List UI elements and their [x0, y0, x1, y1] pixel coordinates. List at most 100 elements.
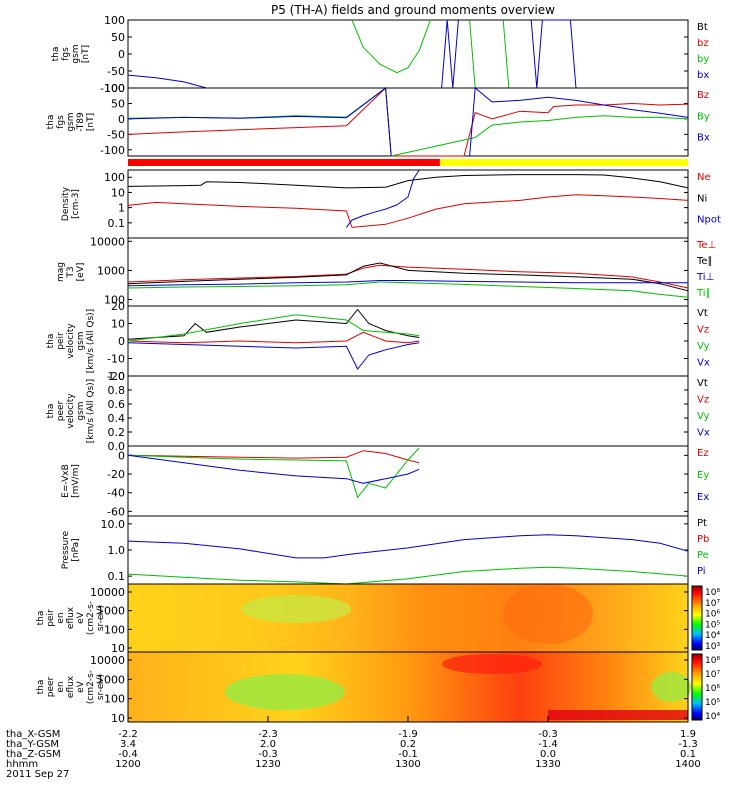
y-axis-label-line: [eV] — [76, 263, 86, 282]
y-tick-label: 10000 — [90, 235, 125, 248]
colorbar-tick-label: 10⁴ — [705, 712, 720, 722]
y-axis-label-line: gsm — [66, 112, 76, 131]
legend-item: Ex — [697, 492, 709, 503]
y-axis-label-line: fgs — [56, 115, 66, 129]
y-tick-label: -50 — [107, 128, 125, 141]
x-axis-value: 1200 — [115, 759, 140, 770]
panel-fgs_gsm_t89: 100 50 0 -50 -100 tha fgs gsm -T89 [nT] Bz By Bx — [46, 82, 710, 157]
y-axis-label-line: en — [56, 681, 66, 692]
y-axis-label-line: Density — [61, 186, 71, 221]
legend-item: Vy — [697, 341, 710, 352]
colorbar — [691, 585, 703, 651]
legend-item: Pt — [697, 518, 707, 529]
y-axis-label-line: [cm-3] — [71, 189, 81, 219]
y-tick-label: 1000 — [97, 673, 125, 686]
y-tick-label: 100 — [104, 623, 125, 636]
y-axis-label-line: [km/s (All Qs)] — [86, 309, 96, 373]
y-axis-label-line: tha — [51, 47, 61, 62]
series-line-Vx — [127, 342, 420, 370]
series-line-Bx — [127, 87, 689, 157]
colorbar-tick-label: 10⁷ — [705, 670, 720, 680]
legend-item: bz — [697, 38, 709, 49]
y-tick-label: 0 — [118, 48, 125, 61]
y-axis-label-line: en — [56, 612, 66, 623]
y-tick-label: 0.0 — [108, 440, 126, 453]
y-axis-label-line: E=-VxB — [61, 464, 71, 498]
heatmap-feature — [548, 710, 688, 720]
x-axis-value: -0.3 — [258, 749, 278, 760]
y-axis-label-line: mag — [56, 262, 66, 282]
legend-item: Pe — [697, 550, 709, 561]
y-tick-label: 100 — [104, 14, 125, 27]
x-axis-value: 3.4 — [120, 739, 136, 750]
panel-frame — [127, 305, 689, 377]
x-axis-value: 0.0 — [540, 749, 556, 760]
y-axis-label: E=-VxB [mV/m] — [61, 464, 81, 498]
colorbar-tick-label: 10⁴ — [705, 631, 720, 641]
y-tick-label: -100 — [100, 144, 125, 157]
y-axis-label-line: eflux — [66, 675, 76, 698]
y-tick-label: 100 — [104, 693, 125, 706]
x-axis-value: -1.9 — [398, 729, 418, 740]
y-axis-label-line: peir — [46, 609, 56, 627]
legend-item: Vx — [697, 428, 710, 439]
x-axis-row-label: tha_Z-GSM — [6, 749, 61, 760]
y-tick-label: -50 — [107, 65, 125, 78]
series-line-Vz — [127, 331, 420, 344]
panel-pressure: 10.0 1.0 0.1 Pressure [nPa] Pt Pb Pe Pi — [61, 515, 709, 585]
legend-item: Bz — [697, 90, 709, 101]
y-tick-label: 10000 — [90, 586, 125, 599]
y-axis-label-line: [nPa] — [71, 538, 81, 561]
x-axis-value: 1300 — [395, 759, 420, 770]
x-axis-value: 2.0 — [260, 739, 276, 750]
panel-frame — [127, 375, 689, 447]
x-axis-row-label: tha_X-GSM — [6, 729, 60, 740]
legend-item: Pb — [697, 534, 709, 545]
x-axis-row-label: tha_Y-GSM — [6, 739, 59, 750]
y-axis-label-line: tha — [36, 611, 46, 626]
series-line-Ex — [127, 454, 420, 484]
colorbar-tick-label: 10⁸ — [705, 588, 720, 598]
x-axis-row-label: hhmm — [6, 759, 38, 770]
y-axis-label: tha fgs gsm [nT] — [51, 44, 91, 63]
y-tick-label: 1000 — [97, 605, 125, 618]
y-axis-label-line: [nT] — [86, 113, 96, 131]
y-axis-label-line: [km/s (All Qs)] — [86, 379, 96, 443]
y-axis-label-line: fgs — [61, 47, 71, 61]
y-tick-label: 10 — [111, 712, 125, 725]
y-axis-label: tha fgs gsm -T89 [nT] — [46, 112, 96, 132]
y-axis-label-line: (cm2-s- — [86, 601, 96, 635]
legend-item: Te∥ — [696, 256, 713, 267]
panel-efield: 0 -20 -40 -60 E=-VxB [mV/m] Ez Ey Ex — [61, 445, 709, 518]
series-line-Ne — [127, 194, 689, 228]
panel-peer_velocity: 1.00.80.60.40.20.0 tha peer velocity gsm [km/… — [46, 370, 710, 453]
x-axis-value: -2.3 — [258, 729, 278, 740]
y-tick-label: 1.0 — [108, 370, 126, 383]
mode-bar-segment — [128, 159, 440, 166]
y-tick-label: 0.2 — [108, 426, 126, 439]
y-axis-label: tha peir velocity gsm [km/s (All Qs)] — [46, 309, 96, 373]
y-tick-label: 1000 — [97, 264, 125, 277]
x-axis-value: 1330 — [535, 759, 560, 770]
colorbar-tick-label: 10⁵ — [705, 698, 720, 708]
series-line-Ez — [127, 450, 420, 464]
y-tick-label: 0.1 — [108, 570, 126, 583]
legend-item: Bx — [697, 133, 710, 144]
legend-item: Ni — [697, 193, 707, 204]
series-line-Pi — [127, 534, 689, 559]
x-axis-value: 1400 — [675, 759, 700, 770]
panel-frame — [127, 87, 689, 157]
x-axis-value: -1.3 — [678, 739, 698, 750]
legend-item: Ti∥ — [696, 288, 711, 299]
figure-title: P5 (TH-A) fields and ground moments over… — [271, 3, 555, 17]
y-axis-label-line: gsm — [71, 44, 81, 63]
y-axis-label-line: peer — [46, 676, 56, 697]
y-tick-label: 100 — [104, 82, 125, 95]
y-tick-label: 0 — [118, 113, 125, 126]
y-axis-label-line: gsm — [76, 401, 86, 420]
y-axis-label-line: tha — [36, 680, 46, 695]
legend-item: Ne — [697, 172, 711, 183]
y-tick-label: 50 — [111, 97, 125, 110]
x-axis-value: 1230 — [255, 759, 280, 770]
